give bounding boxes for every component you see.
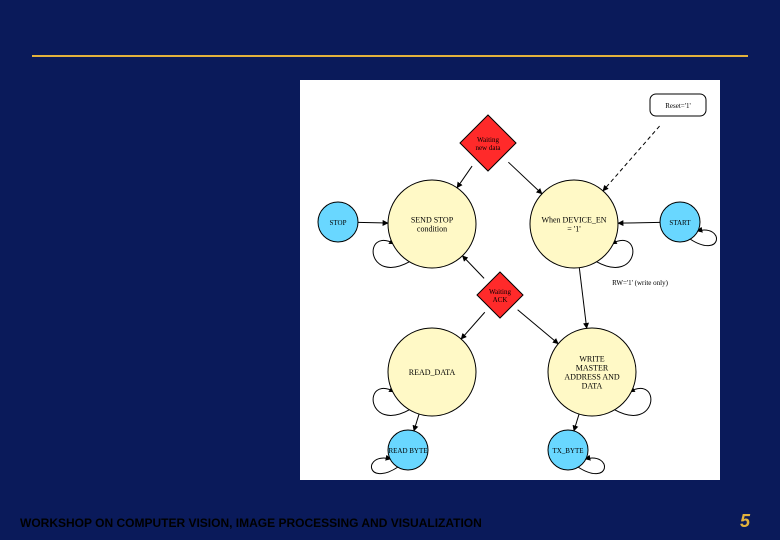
svg-text:ADDRESS AND: ADDRESS AND	[564, 373, 620, 382]
svg-text:SEND STOP: SEND STOP	[411, 216, 454, 225]
svg-text:TX_BYTE: TX_BYTE	[552, 447, 583, 455]
svg-text:condition: condition	[417, 225, 447, 234]
slide: Reset='1'Waitingnew dataSTOPSEND STOPcon…	[0, 0, 780, 540]
svg-text:new data: new data	[475, 144, 501, 152]
title-rule	[32, 55, 748, 57]
svg-text:START: START	[669, 219, 691, 227]
svg-text:DATA: DATA	[582, 382, 603, 391]
svg-text:Waiting: Waiting	[489, 288, 511, 296]
svg-text:When DEVICE_EN: When DEVICE_EN	[541, 216, 606, 225]
footer-text: WORKSHOP ON COMPUTER VISION, IMAGE PROCE…	[20, 516, 482, 530]
svg-text:READ_DATA: READ_DATA	[409, 368, 456, 377]
page-number: 5	[740, 511, 750, 532]
svg-text:WRITE: WRITE	[579, 355, 604, 364]
flowchart-figure: Reset='1'Waitingnew dataSTOPSEND STOPcon…	[300, 80, 720, 480]
svg-text:STOP: STOP	[330, 219, 347, 227]
svg-text:Waiting: Waiting	[477, 136, 499, 144]
svg-text:RW='1' (write only): RW='1' (write only)	[612, 279, 669, 287]
svg-text:ACK: ACK	[493, 296, 508, 304]
svg-text:MASTER: MASTER	[576, 364, 609, 373]
svg-text:Reset='1': Reset='1'	[665, 102, 691, 110]
flowchart-svg: Reset='1'Waitingnew dataSTOPSEND STOPcon…	[300, 80, 720, 480]
svg-text:READ BYTE: READ BYTE	[388, 447, 427, 455]
svg-text:= '1': = '1'	[567, 225, 581, 234]
